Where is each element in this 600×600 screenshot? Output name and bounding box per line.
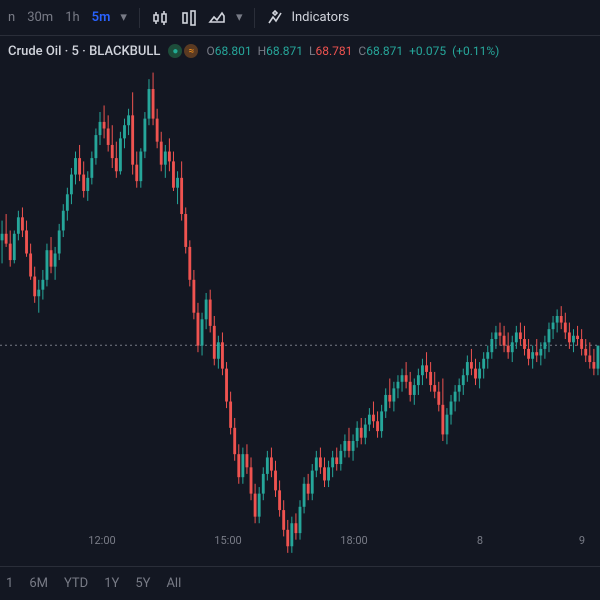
indicators-button[interactable]: Indicators <box>267 9 349 27</box>
symbol-bar: Crude Oil · 5 · BLACKBULL ● ≈ O68.801 H6… <box>0 36 600 66</box>
timeframe-1h[interactable]: 1h <box>65 10 79 25</box>
separator <box>139 8 140 28</box>
status-pills: ● ≈ <box>168 44 198 58</box>
indicators-icon <box>267 9 285 27</box>
chart-area[interactable]: 12:00 15:00 18:00 8 9 <box>0 66 600 566</box>
o-value: 68.801 <box>215 44 252 58</box>
o-label: O <box>206 44 214 58</box>
timeframe-n[interactable]: n <box>8 10 15 25</box>
area-chart-icon[interactable] <box>208 9 226 27</box>
market-open-pill: ● <box>168 44 182 58</box>
chevron-down-icon[interactable]: ▾ <box>236 10 243 25</box>
range-1Y[interactable]: 1Y <box>104 576 119 591</box>
c-value: 68.871 <box>366 44 403 58</box>
x-axis-labels: 12:00 15:00 18:00 8 9 <box>0 534 600 554</box>
timeframe-30m[interactable]: 30m <box>27 10 53 25</box>
x-axis-label: 18:00 <box>340 534 367 547</box>
separator <box>254 8 255 28</box>
indicators-label: Indicators <box>291 10 349 25</box>
range-YTD[interactable]: YTD <box>64 576 88 591</box>
x-axis-label: 9 <box>579 534 585 547</box>
timeframe-group: n 30m 1h 5m <box>8 10 110 25</box>
chevron-down-icon[interactable]: ▾ <box>120 10 127 25</box>
candlestick-chart <box>0 66 600 566</box>
change-value: +0.075 <box>409 44 446 58</box>
delayed-pill: ≈ <box>184 44 198 58</box>
candlestick-icon[interactable] <box>152 9 170 27</box>
range-All[interactable]: All <box>166 576 181 591</box>
h-value: 68.871 <box>266 44 303 58</box>
l-value: 68.781 <box>316 44 353 58</box>
top-toolbar: n 30m 1h 5m ▾ ▾ Indicators <box>0 0 600 36</box>
range-bar: 1 6M YTD 1Y 5Y All <box>0 566 600 600</box>
range-1[interactable]: 1 <box>6 576 13 591</box>
timeframe-5m[interactable]: 5m <box>92 10 111 25</box>
range-5Y[interactable]: 5Y <box>135 576 150 591</box>
x-axis-label: 15:00 <box>214 534 241 547</box>
change-pct-value: (+0.11%) <box>452 44 499 58</box>
x-axis-label: 12:00 <box>88 534 115 547</box>
hollow-candle-icon[interactable] <box>180 9 198 27</box>
h-label: H <box>258 44 267 58</box>
symbol-title: Crude Oil · 5 · BLACKBULL <box>8 44 160 59</box>
range-6M[interactable]: 6M <box>29 576 48 591</box>
x-axis-label: 8 <box>477 534 483 547</box>
ohlc-block: O68.801 H68.871 L68.781 C68.871 +0.075 (… <box>206 44 499 58</box>
